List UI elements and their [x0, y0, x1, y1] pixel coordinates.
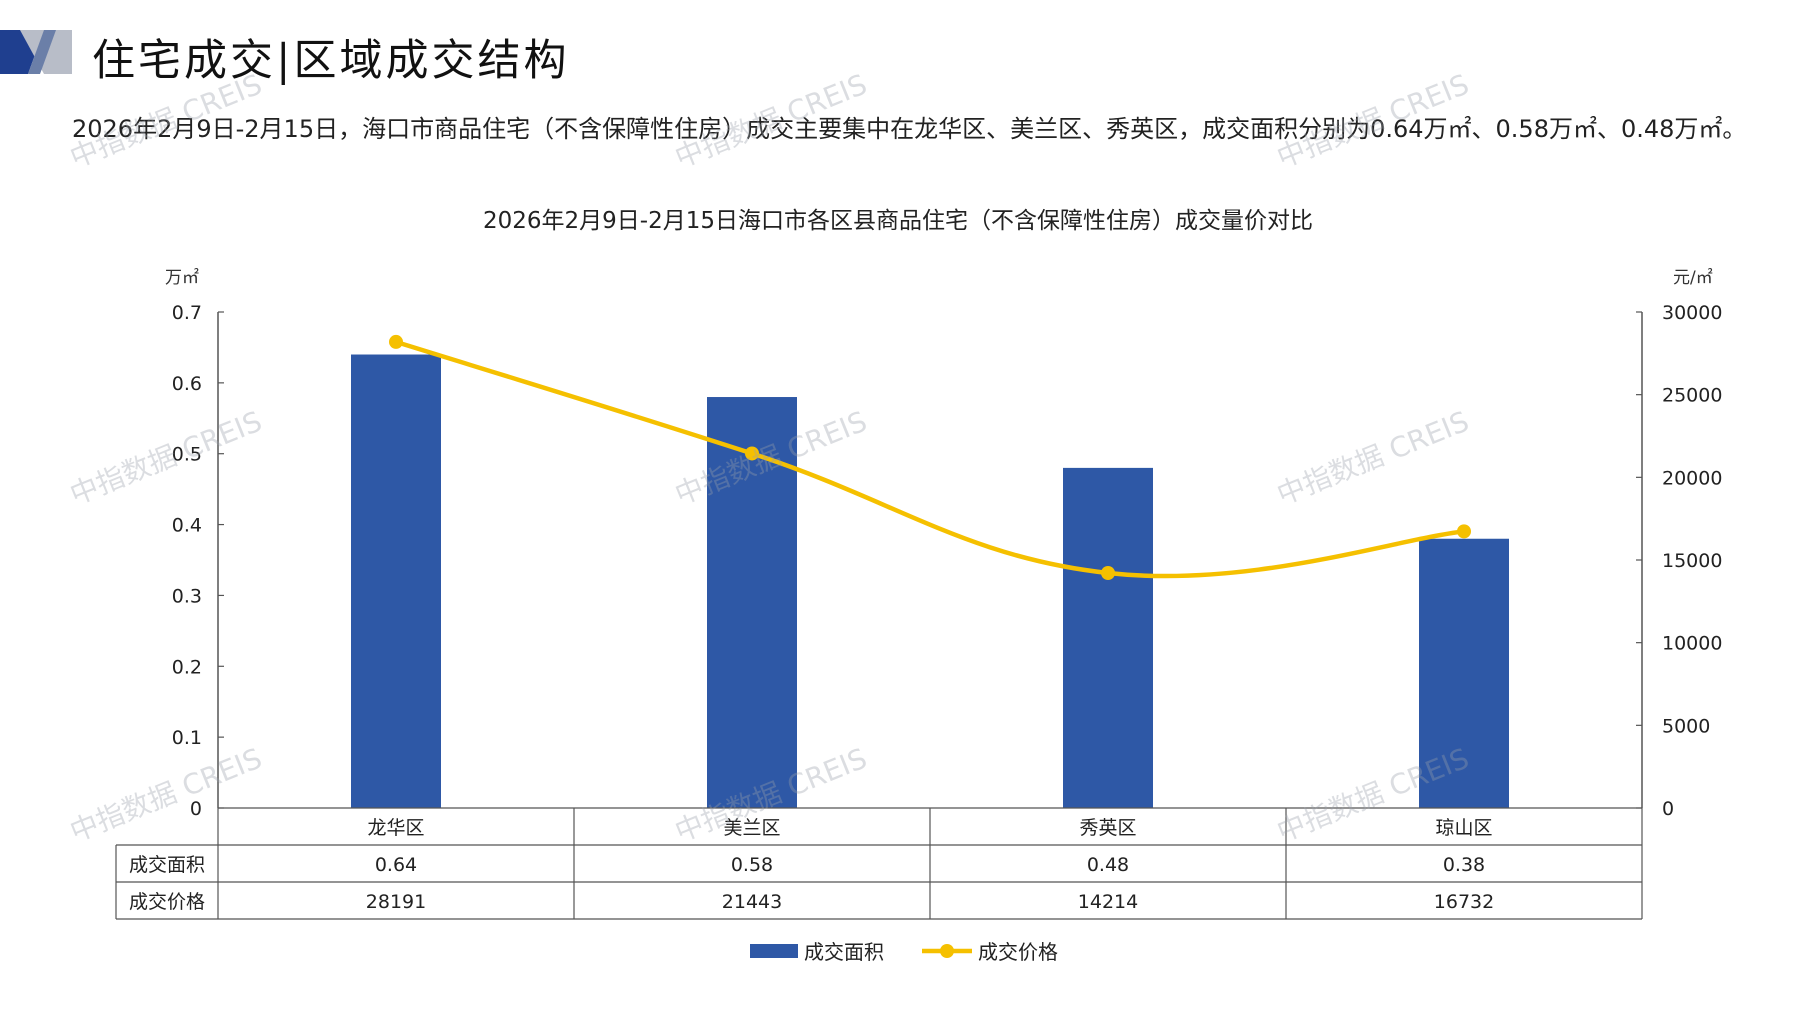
logo-mid-shape — [28, 30, 56, 74]
price-point-龙华区 — [389, 334, 403, 349]
bar-秀英区 — [1063, 467, 1153, 808]
watermark: 中指数据 CREIS — [670, 68, 871, 175]
legend-bar-swatch — [750, 944, 798, 958]
watermark: 中指数据 CREIS — [1272, 68, 1473, 175]
table-row-label: 成交价格 — [129, 891, 205, 913]
right-tick-label: 0 — [1662, 798, 1674, 820]
left-axis-unit: 万㎡ — [165, 268, 199, 288]
line-series — [389, 334, 1471, 580]
page-header: 住宅成交|区域成交结构 — [0, 22, 1797, 86]
legend: 成交面积 成交价格 — [750, 940, 1058, 964]
left-tick-label: 0.2 — [172, 656, 202, 678]
price-point-美兰区 — [745, 446, 759, 461]
summary-paragraph: 2026年2月9日-2月15日，海口市商品住宅（不含保障性住房）成交主要集中在龙… — [72, 115, 1747, 143]
legend-bar-label: 成交面积 — [804, 940, 884, 964]
table-cell: 28191 — [366, 891, 426, 913]
legend-line-marker — [940, 944, 954, 958]
left-tick-label: 0.3 — [172, 585, 202, 607]
table-cell: 0.48 — [1087, 854, 1129, 876]
table-cell: 0.38 — [1443, 854, 1485, 876]
watermark: 中指数据 CREIS — [65, 405, 266, 512]
bar-龙华区 — [351, 354, 441, 808]
table-cell: 21443 — [722, 891, 782, 913]
price-point-秀英区 — [1101, 565, 1115, 580]
price-line — [395, 339, 1465, 579]
right-tick-label: 10000 — [1662, 633, 1722, 655]
table-cell: 0.58 — [731, 854, 773, 876]
right-tick-label: 25000 — [1662, 385, 1722, 407]
watermark: 中指数据 CREIS — [1272, 405, 1473, 512]
legend-line-label: 成交价格 — [978, 940, 1058, 964]
left-tick-label: 0.1 — [172, 727, 202, 749]
right-tick-label: 20000 — [1662, 467, 1722, 489]
table-cell: 0.64 — [375, 854, 417, 876]
left-tick-label: 0 — [190, 798, 202, 820]
price-point-琼山区 — [1457, 524, 1471, 539]
bar-琼山区 — [1419, 538, 1509, 808]
bar-series — [351, 354, 1509, 808]
left-tick-label: 0.6 — [172, 373, 202, 395]
right-tick-label: 15000 — [1662, 550, 1722, 572]
right-axis-ticks: 0 5000 10000 15000 20000 25000 30000 — [1636, 302, 1722, 820]
watermark: 中指数据 CREIS — [65, 68, 266, 175]
table-row-label: 成交面积 — [129, 854, 205, 876]
left-tick-label: 0.7 — [172, 302, 202, 324]
left-axis-ticks: 0 0.1 0.2 0.3 0.4 0.5 0.6 0.7 — [172, 302, 224, 820]
right-tick-label: 30000 — [1662, 302, 1722, 324]
table-cell: 14214 — [1078, 891, 1138, 913]
category-label: 秀英区 — [1079, 817, 1136, 839]
page-title: 住宅成交|区域成交结构 — [92, 36, 570, 86]
watermark: 中指数据 CREIS — [65, 742, 266, 849]
right-axis-unit: 元/㎡ — [1673, 268, 1713, 288]
category-label: 琼山区 — [1435, 817, 1492, 839]
category-label: 龙华区 — [367, 817, 424, 839]
category-label: 美兰区 — [723, 817, 780, 839]
logo-mark — [0, 30, 72, 74]
right-tick-label: 5000 — [1662, 715, 1710, 737]
left-tick-label: 0.4 — [172, 515, 202, 537]
chart-title: 2026年2月9日-2月15日海口市各区县商品住宅（不含保障性住房）成交量价对比 — [483, 208, 1313, 234]
table-cell: 16732 — [1434, 891, 1494, 913]
left-tick-label: 0.5 — [172, 444, 202, 466]
